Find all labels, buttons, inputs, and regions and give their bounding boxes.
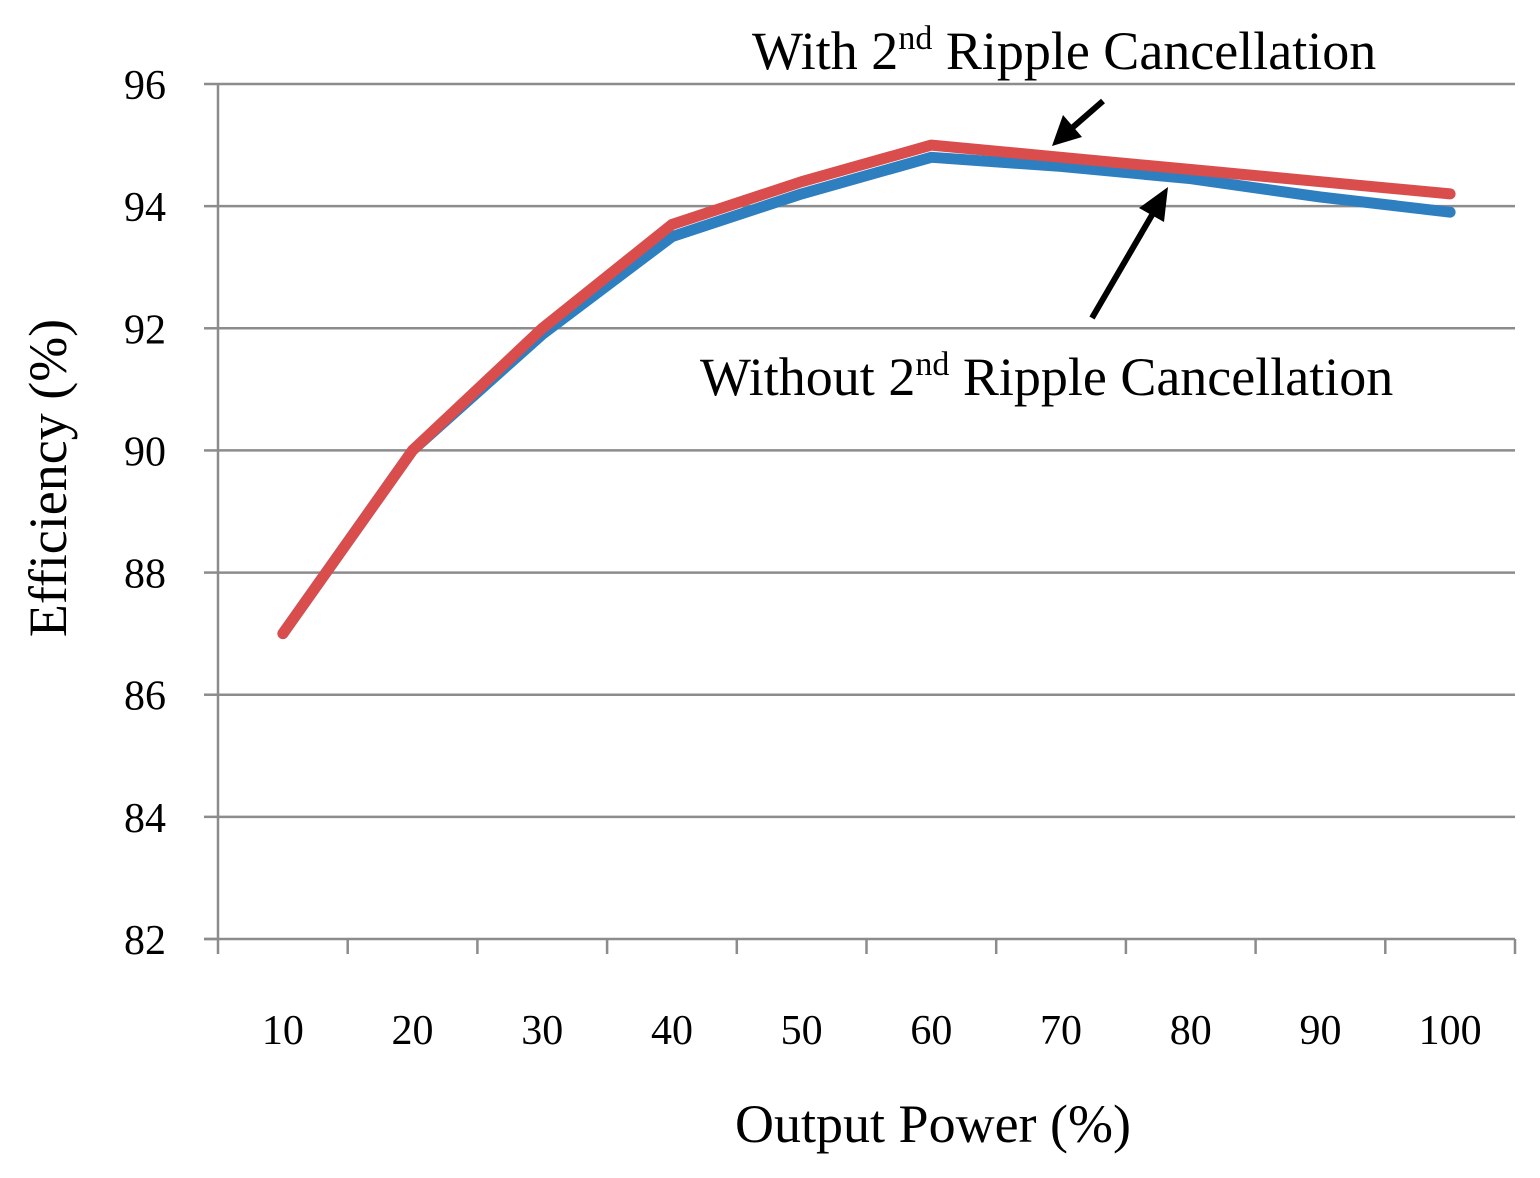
y-axis-ticks: 82 84 86 88 90 92 94 96 [124, 63, 218, 964]
x-tick-label: 20 [392, 1008, 434, 1054]
y-tick-label: 92 [124, 307, 166, 353]
x-axis: 10 20 30 40 50 60 70 80 90 100 [204, 84, 1517, 1054]
y-tick-label: 96 [124, 63, 166, 109]
without-cancellation-label: Without 2nd Ripple Cancellation [700, 346, 1393, 407]
gridlines [218, 82, 1515, 819]
with-cancellation-arrow [1052, 98, 1105, 146]
x-axis-title: Output Power (%) [735, 1094, 1131, 1154]
y-tick-label: 84 [124, 796, 166, 842]
x-tick-label: 30 [521, 1008, 563, 1054]
y-tick-label: 88 [124, 552, 166, 598]
y-tick-label: 86 [124, 674, 166, 720]
series-lines [277, 139, 1456, 640]
series-line-with-cancellation [277, 139, 1456, 640]
x-tick-label: 50 [781, 1008, 823, 1054]
y-tick-label: 94 [124, 185, 166, 231]
x-tick-label: 40 [651, 1008, 693, 1054]
x-tick-label: 70 [1040, 1008, 1082, 1054]
without-cancellation-arrow [1089, 187, 1168, 320]
x-tick-label: 100 [1419, 1008, 1482, 1054]
y-tick-label: 82 [124, 918, 166, 964]
with-cancellation-label: With 2nd Ripple Cancellation [752, 20, 1376, 81]
x-tick-label: 90 [1299, 1008, 1341, 1054]
x-tick-label: 80 [1170, 1008, 1212, 1054]
y-tick-label: 90 [124, 429, 166, 475]
x-tick-label: 10 [262, 1008, 304, 1054]
y-axis-title: Efficiency (%) [18, 319, 78, 637]
x-tick-label: 60 [910, 1008, 952, 1054]
